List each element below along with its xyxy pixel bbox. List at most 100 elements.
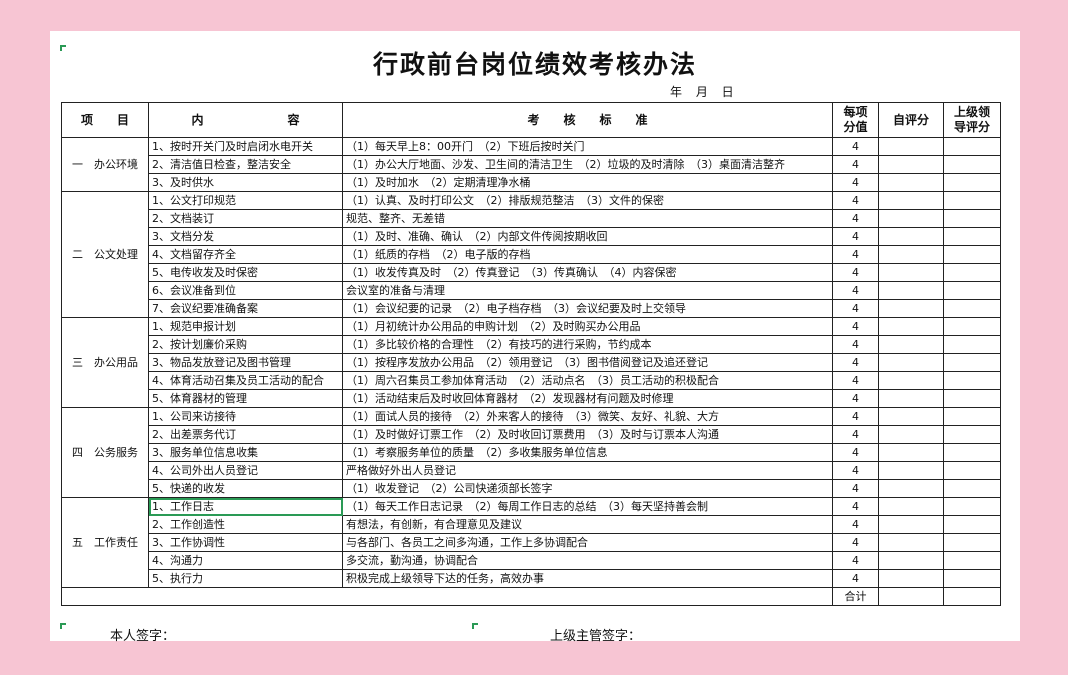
supervisor-score-cell[interactable] — [943, 245, 1001, 264]
standard-cell[interactable]: （1）考察服务单位的质量 （2）多收集服务单位信息 — [342, 443, 833, 462]
content-cell[interactable]: 4、体育活动召集及员工活动的配合 — [148, 371, 343, 390]
self-score-cell[interactable] — [878, 281, 944, 300]
standard-cell[interactable]: 与各部门、各员工之间多沟通，工作上多协调配合 — [342, 533, 833, 552]
content-cell[interactable]: 4、文档留存齐全 — [148, 245, 343, 264]
self-score-cell[interactable] — [878, 353, 944, 372]
content-cell[interactable]: 3、物品发放登记及图书管理 — [148, 353, 343, 372]
content-cell[interactable]: 5、电传收发及时保密 — [148, 263, 343, 282]
supervisor-score-cell[interactable] — [943, 443, 1001, 462]
supervisor-score-cell[interactable] — [943, 353, 1001, 372]
supervisor-score-cell[interactable] — [943, 569, 1001, 588]
score-cell[interactable]: 4 — [832, 155, 879, 174]
content-cell[interactable]: 3、文档分发 — [148, 227, 343, 246]
standard-cell[interactable]: （1）收发传真及时 （2）传真登记 （3）传真确认 （4）内容保密 — [342, 263, 833, 282]
self-score-cell[interactable] — [878, 533, 944, 552]
supervisor-score-cell[interactable] — [943, 335, 1001, 354]
self-score-cell[interactable] — [878, 407, 944, 426]
supervisor-score-cell[interactable] — [943, 227, 1001, 246]
standard-cell[interactable]: （1）收发登记 （2）公司快递须部长签字 — [342, 479, 833, 498]
self-score-cell[interactable] — [878, 569, 944, 588]
standard-cell[interactable]: （1）会议纪要的记录 （2）电子档存档 （3）会议纪要及时上交领导 — [342, 299, 833, 318]
supervisor-score-cell[interactable] — [943, 263, 1001, 282]
standard-cell[interactable]: （1）及时做好订票工作 （2）及时收回订票费用 （3）及时与订票本人沟通 — [342, 425, 833, 444]
self-score-cell[interactable] — [878, 317, 944, 336]
supervisor-score-cell[interactable] — [943, 155, 1001, 174]
score-cell[interactable]: 4 — [832, 443, 879, 462]
supervisor-score-cell[interactable] — [943, 191, 1001, 210]
content-cell[interactable]: 4、公司外出人员登记 — [148, 461, 343, 480]
self-score-cell[interactable] — [878, 335, 944, 354]
score-cell[interactable]: 4 — [832, 173, 879, 192]
score-cell[interactable]: 4 — [832, 515, 879, 534]
self-score-cell[interactable] — [878, 137, 944, 156]
supervisor-score-cell[interactable] — [943, 389, 1001, 408]
supervisor-score-cell[interactable] — [943, 479, 1001, 498]
score-cell[interactable]: 4 — [832, 137, 879, 156]
self-score-cell[interactable] — [878, 443, 944, 462]
supervisor-score-cell[interactable] — [943, 551, 1001, 570]
total-supervisor-cell[interactable] — [943, 587, 1001, 606]
standard-cell[interactable]: （1）多比较价格的合理性 （2）有技巧的进行采购，节约成本 — [342, 335, 833, 354]
score-cell[interactable]: 4 — [832, 407, 879, 426]
content-cell[interactable]: 5、快递的收发 — [148, 479, 343, 498]
self-score-cell[interactable] — [878, 461, 944, 480]
standard-cell[interactable]: 规范、整齐、无差错 — [342, 209, 833, 228]
self-score-cell[interactable] — [878, 479, 944, 498]
self-score-cell[interactable] — [878, 299, 944, 318]
content-cell[interactable]: 3、及时供水 — [148, 173, 343, 192]
supervisor-score-cell[interactable] — [943, 317, 1001, 336]
standard-cell[interactable]: 严格做好外出人员登记 — [342, 461, 833, 480]
supervisor-score-cell[interactable] — [943, 137, 1001, 156]
score-cell[interactable]: 4 — [832, 461, 879, 480]
score-cell[interactable]: 4 — [832, 551, 879, 570]
total-self-cell[interactable] — [878, 587, 944, 606]
supervisor-score-cell[interactable] — [943, 515, 1001, 534]
standard-cell[interactable]: （1）面试人员的接待 （2）外来客人的接待 （3）微笑、友好、礼貌、大方 — [342, 407, 833, 426]
score-cell[interactable]: 4 — [832, 209, 879, 228]
score-cell[interactable]: 4 — [832, 191, 879, 210]
standard-cell[interactable]: （1）纸质的存档 （2）电子版的存档 — [342, 245, 833, 264]
content-cell[interactable]: 1、公司来访接待 — [148, 407, 343, 426]
content-cell[interactable]: 2、工作创造性 — [148, 515, 343, 534]
supervisor-score-cell[interactable] — [943, 371, 1001, 390]
standard-cell[interactable]: 积极完成上级领导下达的任务，高效办事 — [342, 569, 833, 588]
content-cell[interactable]: 2、清洁值日检查，整洁安全 — [148, 155, 343, 174]
standard-cell[interactable]: 会议室的准备与清理 — [342, 281, 833, 300]
standard-cell[interactable]: （1）周六召集员工参加体育活动 （2）活动点名 （3）员工活动的积极配合 — [342, 371, 833, 390]
content-cell[interactable]: 1、工作日志 — [148, 497, 343, 516]
supervisor-score-cell[interactable] — [943, 497, 1001, 516]
score-cell[interactable]: 4 — [832, 263, 879, 282]
score-cell[interactable]: 4 — [832, 569, 879, 588]
supervisor-score-cell[interactable] — [943, 407, 1001, 426]
self-score-cell[interactable] — [878, 389, 944, 408]
score-cell[interactable]: 4 — [832, 227, 879, 246]
standard-cell[interactable]: （1）每天工作日志记录 （2）每周工作日志的总结 （3）每天坚持善会制 — [342, 497, 833, 516]
standard-cell[interactable]: （1）认真、及时打印公文 （2）排版规范整洁 （3）文件的保密 — [342, 191, 833, 210]
content-cell[interactable]: 5、执行力 — [148, 569, 343, 588]
total-blank-cell[interactable] — [61, 587, 833, 606]
score-cell[interactable]: 4 — [832, 497, 879, 516]
supervisor-score-cell[interactable] — [943, 461, 1001, 480]
content-cell[interactable]: 3、工作协调性 — [148, 533, 343, 552]
supervisor-score-cell[interactable] — [943, 299, 1001, 318]
self-score-cell[interactable] — [878, 425, 944, 444]
score-cell[interactable]: 4 — [832, 335, 879, 354]
score-cell[interactable]: 4 — [832, 479, 879, 498]
self-score-cell[interactable] — [878, 263, 944, 282]
standard-cell[interactable]: （1）及时、准确、确认 （2）内部文件传阅按期收回 — [342, 227, 833, 246]
supervisor-score-cell[interactable] — [943, 209, 1001, 228]
standard-cell[interactable]: （1）活动结束后及时收回体育器材 （2）发现器材有问题及时修理 — [342, 389, 833, 408]
self-score-cell[interactable] — [878, 191, 944, 210]
content-cell[interactable]: 1、按时开关门及时启闭水电开关 — [148, 137, 343, 156]
content-cell[interactable]: 4、沟通力 — [148, 551, 343, 570]
self-score-cell[interactable] — [878, 173, 944, 192]
content-cell[interactable]: 3、服务单位信息收集 — [148, 443, 343, 462]
score-cell[interactable]: 4 — [832, 353, 879, 372]
score-cell[interactable]: 4 — [832, 299, 879, 318]
self-score-cell[interactable] — [878, 245, 944, 264]
content-cell[interactable]: 1、公文打印规范 — [148, 191, 343, 210]
content-cell[interactable]: 6、会议准备到位 — [148, 281, 343, 300]
score-cell[interactable]: 4 — [832, 371, 879, 390]
score-cell[interactable]: 4 — [832, 533, 879, 552]
standard-cell[interactable]: （1）月初统计办公用品的申购计划 （2）及时购买办公用品 — [342, 317, 833, 336]
